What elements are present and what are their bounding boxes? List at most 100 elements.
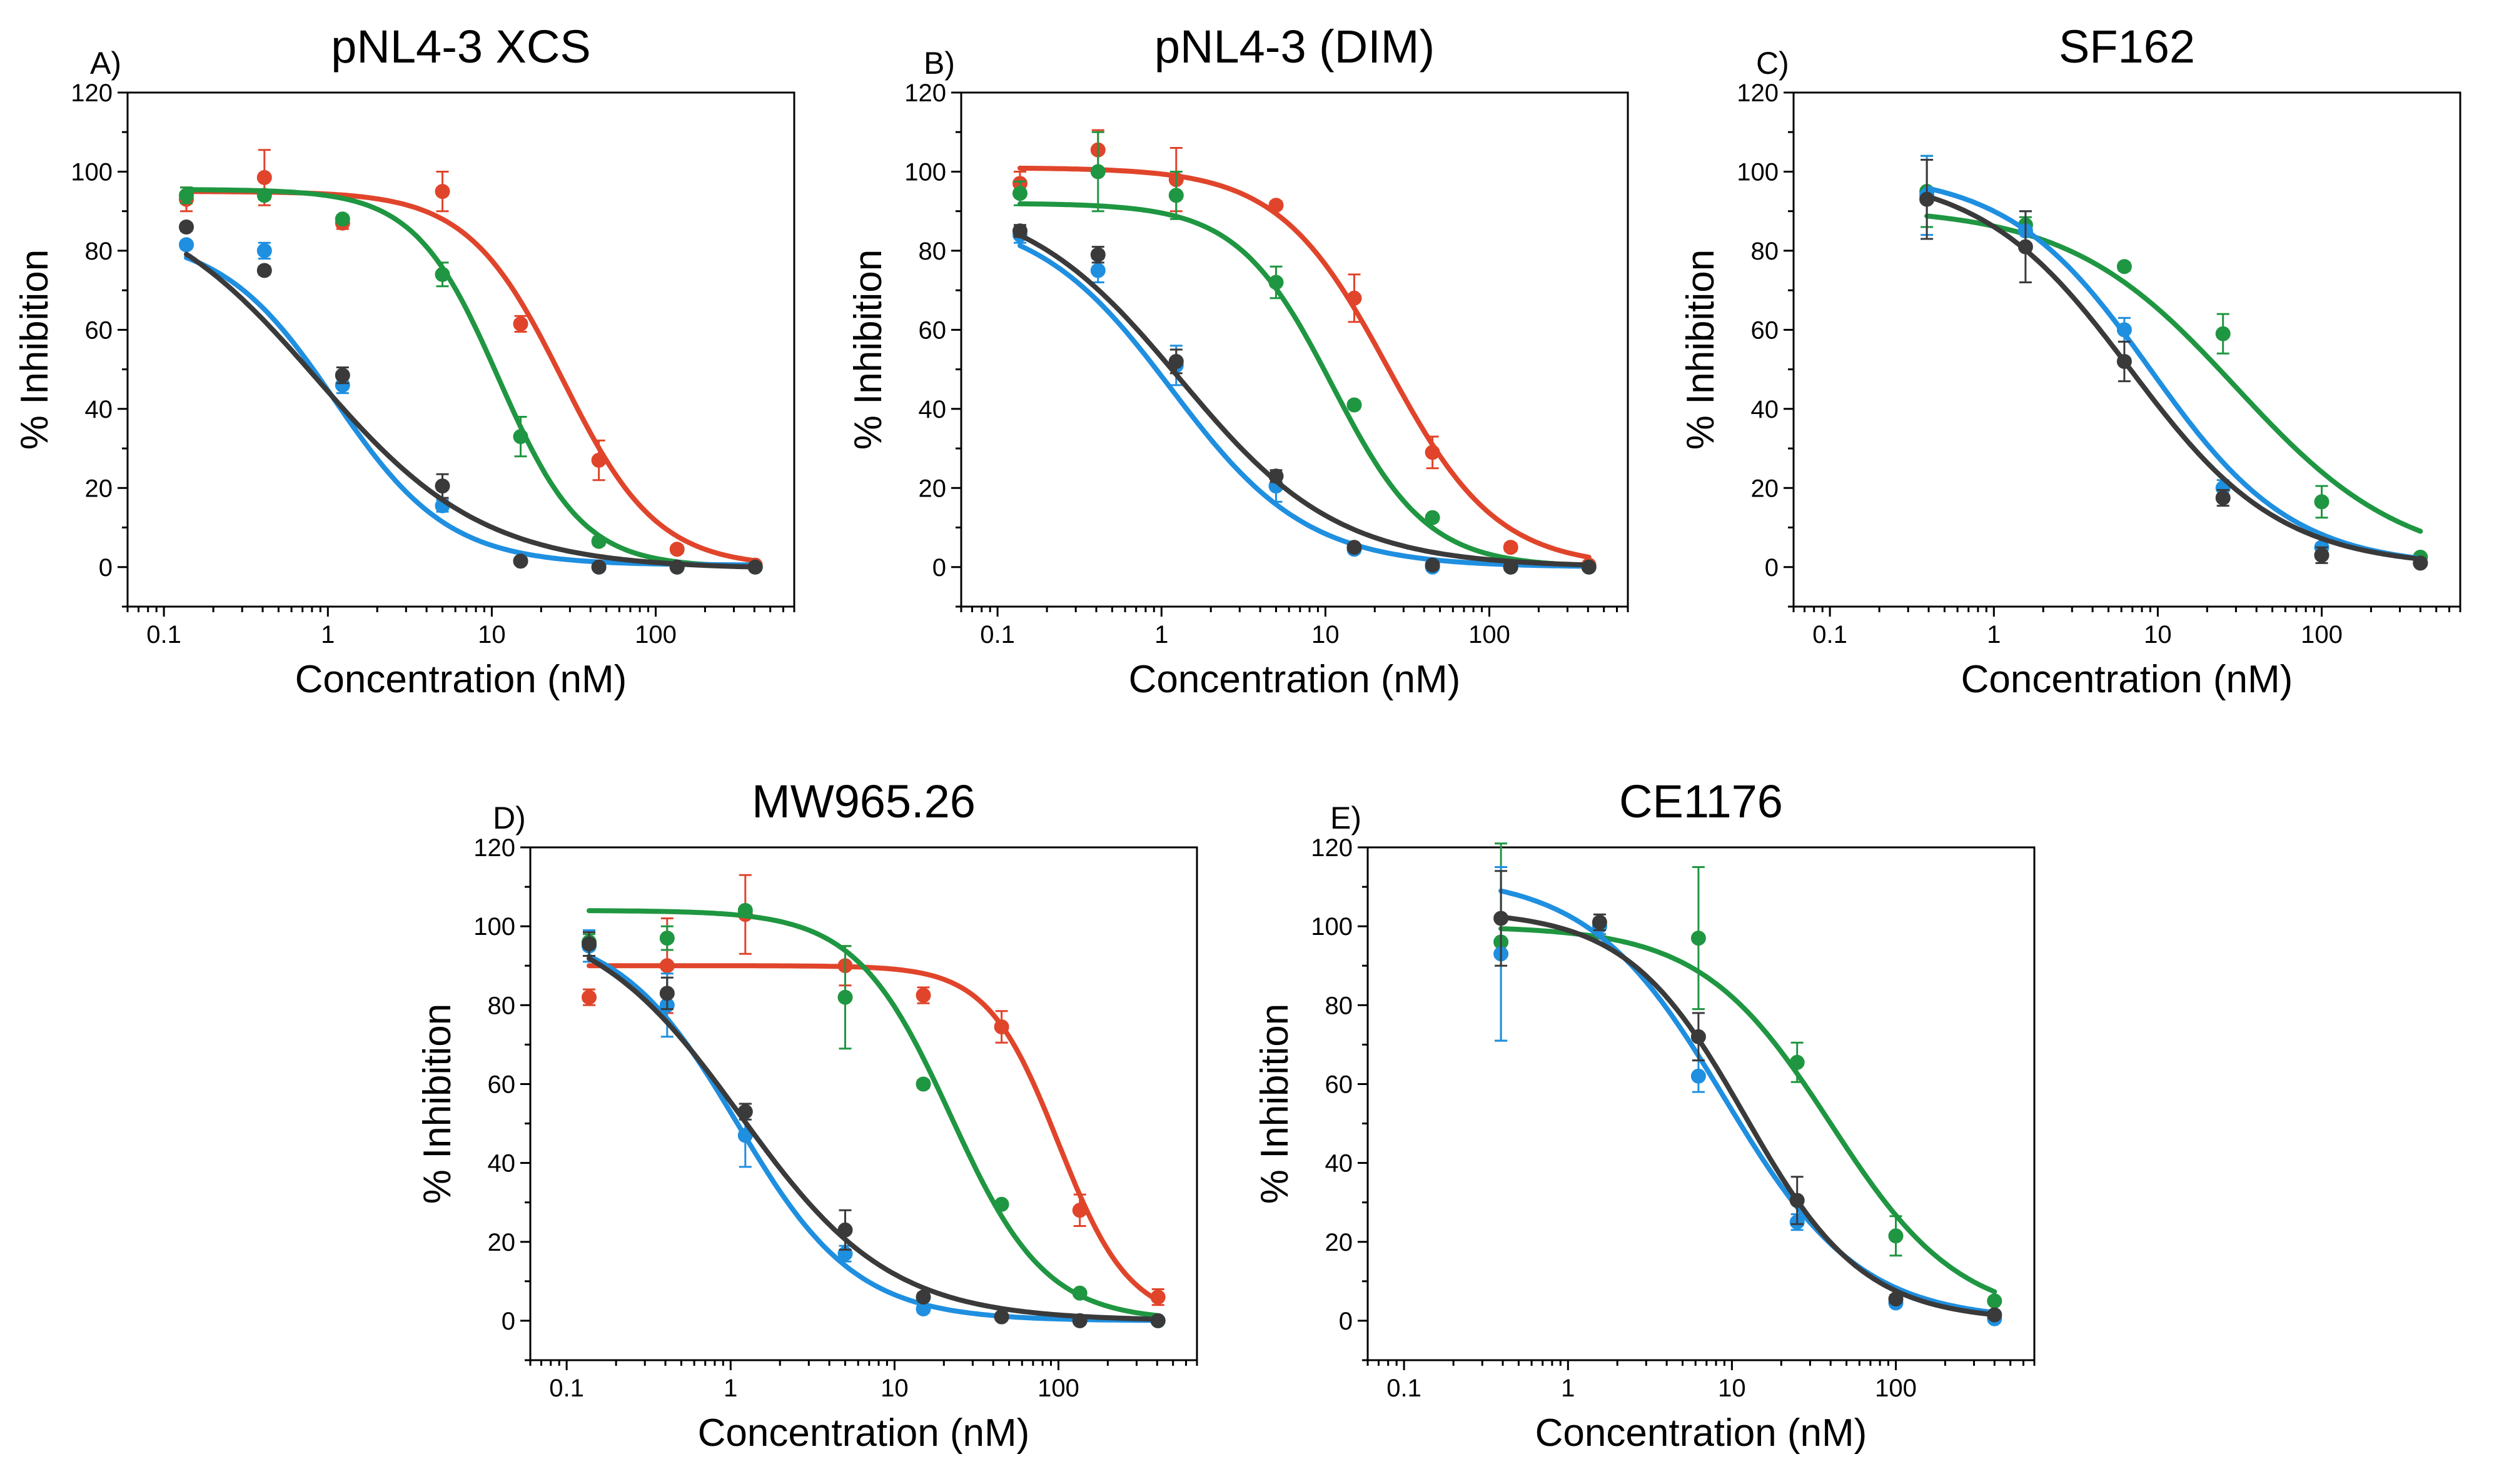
y-tick-label: 80 bbox=[1751, 238, 1779, 265]
data-point bbox=[837, 1222, 853, 1238]
data-point bbox=[1503, 559, 1518, 575]
y-tick-label: 20 bbox=[85, 475, 113, 502]
data-point bbox=[2116, 322, 2132, 338]
data-point bbox=[916, 987, 931, 1003]
data-point bbox=[435, 478, 450, 494]
data-point bbox=[256, 169, 272, 185]
data-point bbox=[1690, 931, 1706, 946]
data-point bbox=[2215, 490, 2231, 506]
data-point bbox=[1425, 445, 1440, 460]
y-tick-label: 20 bbox=[1751, 475, 1779, 502]
x-tick-label: 0.1 bbox=[1812, 621, 1847, 649]
y-tick-label: 20 bbox=[919, 475, 947, 502]
x-tick-label: 100 bbox=[1037, 1375, 1079, 1402]
fit-curve-black bbox=[587, 956, 1161, 1322]
data-point bbox=[1090, 247, 1106, 263]
x-tick-label: 1 bbox=[1154, 621, 1168, 649]
data-point bbox=[1493, 911, 1509, 926]
y-tick-label: 80 bbox=[1325, 992, 1353, 1019]
y-tick-label: 0 bbox=[502, 1308, 515, 1335]
data-point bbox=[1789, 1054, 1805, 1070]
data-point bbox=[916, 1076, 931, 1092]
data-point bbox=[994, 1019, 1009, 1034]
series-black bbox=[179, 220, 763, 575]
plot-frame bbox=[1366, 846, 2036, 1361]
fit-curve-black bbox=[1498, 914, 1997, 1318]
data-point bbox=[1346, 540, 1362, 555]
data-point bbox=[591, 533, 607, 549]
data-point bbox=[1888, 1228, 1904, 1244]
data-point bbox=[2017, 239, 2033, 255]
y-tick-label: 60 bbox=[85, 316, 113, 344]
panel-title: pNL4-3 (DIM) bbox=[1154, 21, 1435, 73]
panel-letter: A) bbox=[90, 46, 121, 81]
fit-curve-blue bbox=[1498, 888, 1997, 1315]
data-point bbox=[582, 989, 597, 1005]
y-tick-label: 40 bbox=[1325, 1150, 1353, 1178]
y-tick-label: 0 bbox=[932, 554, 946, 582]
y-axis-label: % Inhibition bbox=[1679, 250, 1722, 450]
y-tick-label: 100 bbox=[71, 159, 113, 186]
y-tick-label: 60 bbox=[1751, 316, 1779, 344]
x-tick-label: 10 bbox=[2144, 621, 2172, 649]
data-point bbox=[1425, 510, 1440, 525]
panel-letter: B) bbox=[924, 46, 955, 81]
data-point bbox=[435, 184, 450, 199]
panel-title: pNL4-3 XCS bbox=[331, 21, 590, 73]
fit-curve-black bbox=[1017, 233, 1592, 568]
y-tick-label: 80 bbox=[919, 238, 947, 265]
series-red bbox=[1012, 129, 1597, 573]
x-axis-label: Concentration (nM) bbox=[1535, 1411, 1867, 1455]
data-point bbox=[1150, 1290, 1166, 1305]
series-blue bbox=[1012, 226, 1597, 575]
fit-curve-blue bbox=[1017, 243, 1592, 569]
data-point bbox=[1987, 1307, 2002, 1323]
series-blue bbox=[1919, 154, 2428, 571]
data-point bbox=[1268, 198, 1284, 213]
series-black bbox=[582, 931, 1166, 1328]
data-point bbox=[1268, 275, 1284, 290]
data-point bbox=[513, 316, 528, 331]
data-point bbox=[747, 559, 763, 575]
x-axis-label: Concentration (nM) bbox=[698, 1411, 1030, 1455]
data-point bbox=[994, 1196, 1009, 1212]
series-black bbox=[1012, 223, 1597, 575]
y-tick-label: 100 bbox=[473, 913, 515, 941]
y-tick-label: 60 bbox=[1325, 1071, 1353, 1099]
data-point bbox=[435, 266, 450, 282]
y-tick-label: 100 bbox=[1311, 913, 1353, 941]
data-point bbox=[1168, 188, 1184, 203]
series-green bbox=[1919, 154, 2428, 565]
fit-curve-blue bbox=[1924, 185, 2423, 561]
data-point bbox=[659, 958, 675, 974]
x-tick-label: 0.1 bbox=[980, 621, 1015, 649]
data-point bbox=[1919, 191, 1935, 207]
x-tick-label: 10 bbox=[478, 621, 506, 649]
y-tick-label: 100 bbox=[1737, 159, 1779, 186]
y-tick-label: 80 bbox=[85, 238, 113, 265]
series-black bbox=[1493, 870, 2002, 1323]
y-tick-label: 40 bbox=[85, 396, 113, 423]
fit-curve-red bbox=[1017, 165, 1592, 560]
fit-curve-green bbox=[184, 187, 758, 569]
data-point bbox=[591, 559, 607, 575]
data-point bbox=[737, 902, 753, 918]
x-tick-label: 100 bbox=[635, 621, 677, 649]
fit-curve-green bbox=[587, 908, 1161, 1318]
y-tick-label: 120 bbox=[904, 79, 946, 107]
data-point bbox=[659, 986, 675, 1001]
data-point bbox=[1090, 263, 1106, 278]
fit-curve-black bbox=[184, 251, 758, 570]
x-tick-label: 1 bbox=[321, 621, 335, 649]
panel-title: SF162 bbox=[2059, 21, 2195, 73]
data-point bbox=[2314, 547, 2330, 563]
series-blue bbox=[1493, 866, 2002, 1326]
data-point bbox=[1012, 223, 1027, 239]
data-point bbox=[1150, 1313, 1166, 1328]
data-point bbox=[179, 237, 194, 253]
x-axis-label: Concentration (nM) bbox=[295, 658, 627, 701]
y-axis-label: % Inhibition bbox=[13, 250, 56, 450]
y-tick-label: 120 bbox=[473, 834, 515, 862]
data-point bbox=[513, 429, 528, 445]
